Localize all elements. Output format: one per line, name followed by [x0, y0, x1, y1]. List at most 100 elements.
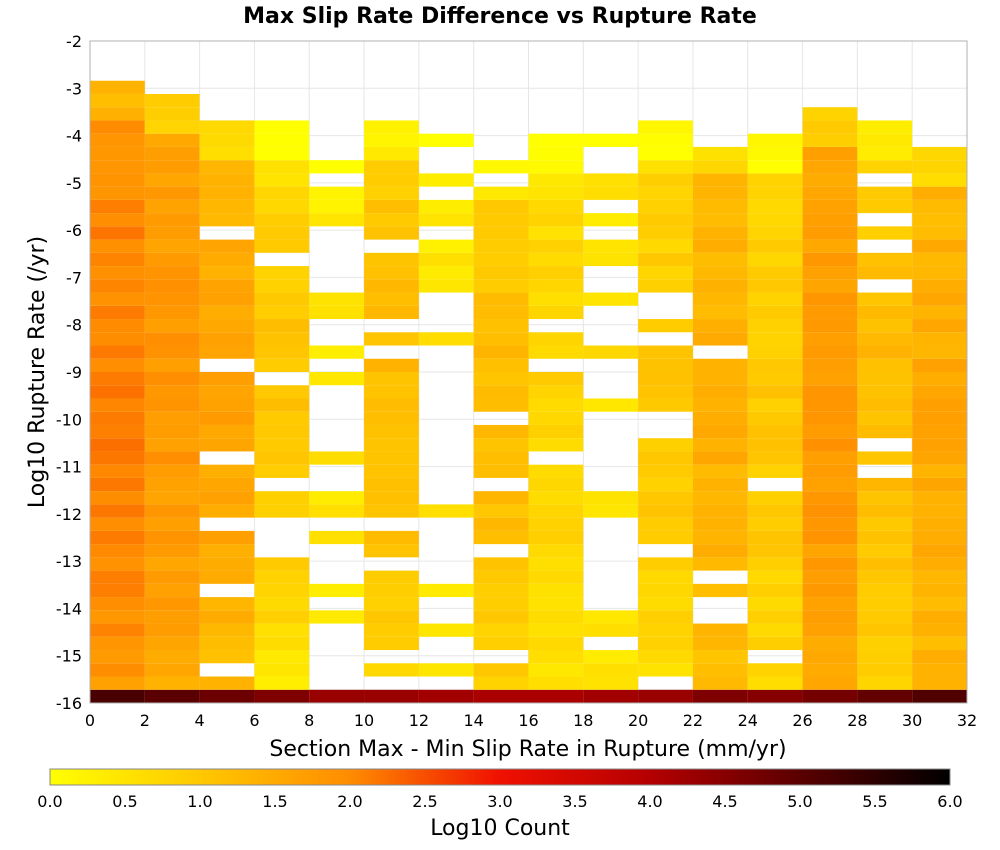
heatmap-cell	[638, 398, 693, 412]
heatmap-cell	[199, 411, 255, 425]
heatmap-cell	[473, 186, 529, 200]
heatmap-cell	[583, 663, 639, 677]
heatmap-cell	[692, 252, 748, 267]
heatmap-cell	[528, 385, 584, 399]
heatmap-cell	[912, 424, 967, 439]
heatmap-cell	[583, 650, 639, 664]
heatmap-cell	[692, 385, 748, 399]
heatmap-cell	[90, 93, 145, 108]
heatmap-cell	[747, 570, 803, 584]
heatmap-cell	[802, 650, 858, 664]
heatmap-cell	[364, 411, 419, 425]
heatmap-cell	[254, 557, 310, 571]
heatmap-cell	[802, 583, 858, 598]
heatmap-cell	[638, 239, 693, 253]
heatmap-cell	[254, 319, 310, 333]
heatmap-cell	[254, 623, 310, 637]
heatmap-cell	[254, 650, 310, 664]
heatmap-cell	[912, 292, 967, 306]
y-tick-label: -9	[66, 363, 82, 382]
heatmap-cell	[528, 623, 584, 637]
heatmap-cell	[309, 372, 365, 386]
x-tick-label: 16	[518, 711, 538, 730]
y-tick-label: -16	[56, 694, 82, 713]
heatmap-cell	[528, 239, 584, 253]
heatmap-cell	[692, 319, 748, 333]
heatmap-cell	[144, 252, 200, 267]
x-tick-label: 26	[792, 711, 812, 730]
heatmap-cell	[857, 530, 913, 545]
heatmap-cell	[418, 213, 474, 227]
heatmap-cell	[638, 636, 693, 651]
heatmap-cell	[638, 663, 693, 677]
heatmap-cell	[802, 279, 858, 293]
heatmap-cell	[364, 226, 419, 240]
heatmap-cell	[254, 292, 310, 306]
heatmap-cell	[199, 199, 255, 214]
heatmap-cell	[90, 570, 145, 584]
heatmap-cell	[473, 332, 529, 346]
heatmap-cell	[90, 173, 145, 187]
heatmap-cell	[912, 663, 967, 677]
heatmap-cell	[90, 650, 145, 664]
heatmap-cell	[747, 464, 803, 478]
heatmap-cell	[692, 557, 748, 571]
heatmap-cell	[583, 398, 639, 412]
heatmap-cell	[364, 305, 419, 320]
heatmap-cell	[418, 279, 474, 293]
heatmap-cell	[583, 186, 639, 200]
heatmap-cell	[857, 398, 913, 412]
heatmap-cell	[528, 213, 584, 227]
heatmap-cell	[144, 530, 200, 545]
heatmap-cell	[802, 358, 858, 372]
heatmap-cell	[254, 464, 310, 478]
heatmap-cell	[583, 689, 639, 703]
heatmap-cell	[90, 160, 145, 174]
heatmap-cell	[199, 636, 255, 651]
heatmap-cell	[528, 636, 584, 651]
heatmap-cell	[309, 160, 365, 174]
heatmap-cell	[199, 120, 255, 134]
heatmap-cell	[802, 345, 858, 359]
heatmap-cell	[528, 372, 584, 386]
heatmap-cell	[364, 636, 419, 651]
heatmap-cell	[912, 213, 967, 227]
heatmap-cell	[473, 160, 529, 174]
heatmap-cell	[364, 451, 419, 465]
x-tick-label: 0	[85, 711, 95, 730]
heatmap-cell	[528, 689, 584, 703]
heatmap-cell	[364, 133, 419, 147]
heatmap-cell	[254, 266, 310, 280]
heatmap-cell	[254, 491, 310, 505]
heatmap-cell	[418, 583, 474, 598]
heatmap-cell	[802, 451, 858, 465]
heatmap-cell	[364, 610, 419, 624]
heatmap-cell	[473, 583, 529, 598]
heatmap-cell	[309, 305, 365, 320]
heatmap-cell	[747, 424, 803, 439]
colorbar-tick-label: 6.0	[937, 792, 962, 811]
y-tick-labels: -16 -15 -14 -13 -12 -11 -10 -9 -8 -7 -6 -5 -4 -3 -2	[56, 32, 82, 713]
heatmap-cell	[747, 319, 803, 333]
heatmap-cell	[747, 597, 803, 611]
heatmap-cell	[583, 173, 639, 187]
heatmap-cell	[144, 160, 200, 174]
heatmap-cell	[692, 199, 748, 214]
heatmap-cell	[90, 610, 145, 624]
x-tick-label: 24	[738, 711, 758, 730]
heatmap-cell	[802, 636, 858, 651]
heatmap-cell	[857, 332, 913, 346]
heatmap-cell	[857, 504, 913, 518]
heatmap-cell	[254, 424, 310, 439]
heatmap-cell	[638, 160, 693, 174]
heatmap-cell	[802, 266, 858, 280]
heatmap-cell	[802, 226, 858, 240]
heatmap-cell	[309, 689, 365, 703]
heatmap-cell	[418, 199, 474, 214]
x-tick-label: 2	[140, 711, 150, 730]
heatmap-cell	[254, 305, 310, 320]
heatmap-cell	[144, 93, 200, 108]
heatmap-cell	[747, 199, 803, 214]
heatmap-cell	[199, 491, 255, 505]
heatmap-cell	[199, 319, 255, 333]
